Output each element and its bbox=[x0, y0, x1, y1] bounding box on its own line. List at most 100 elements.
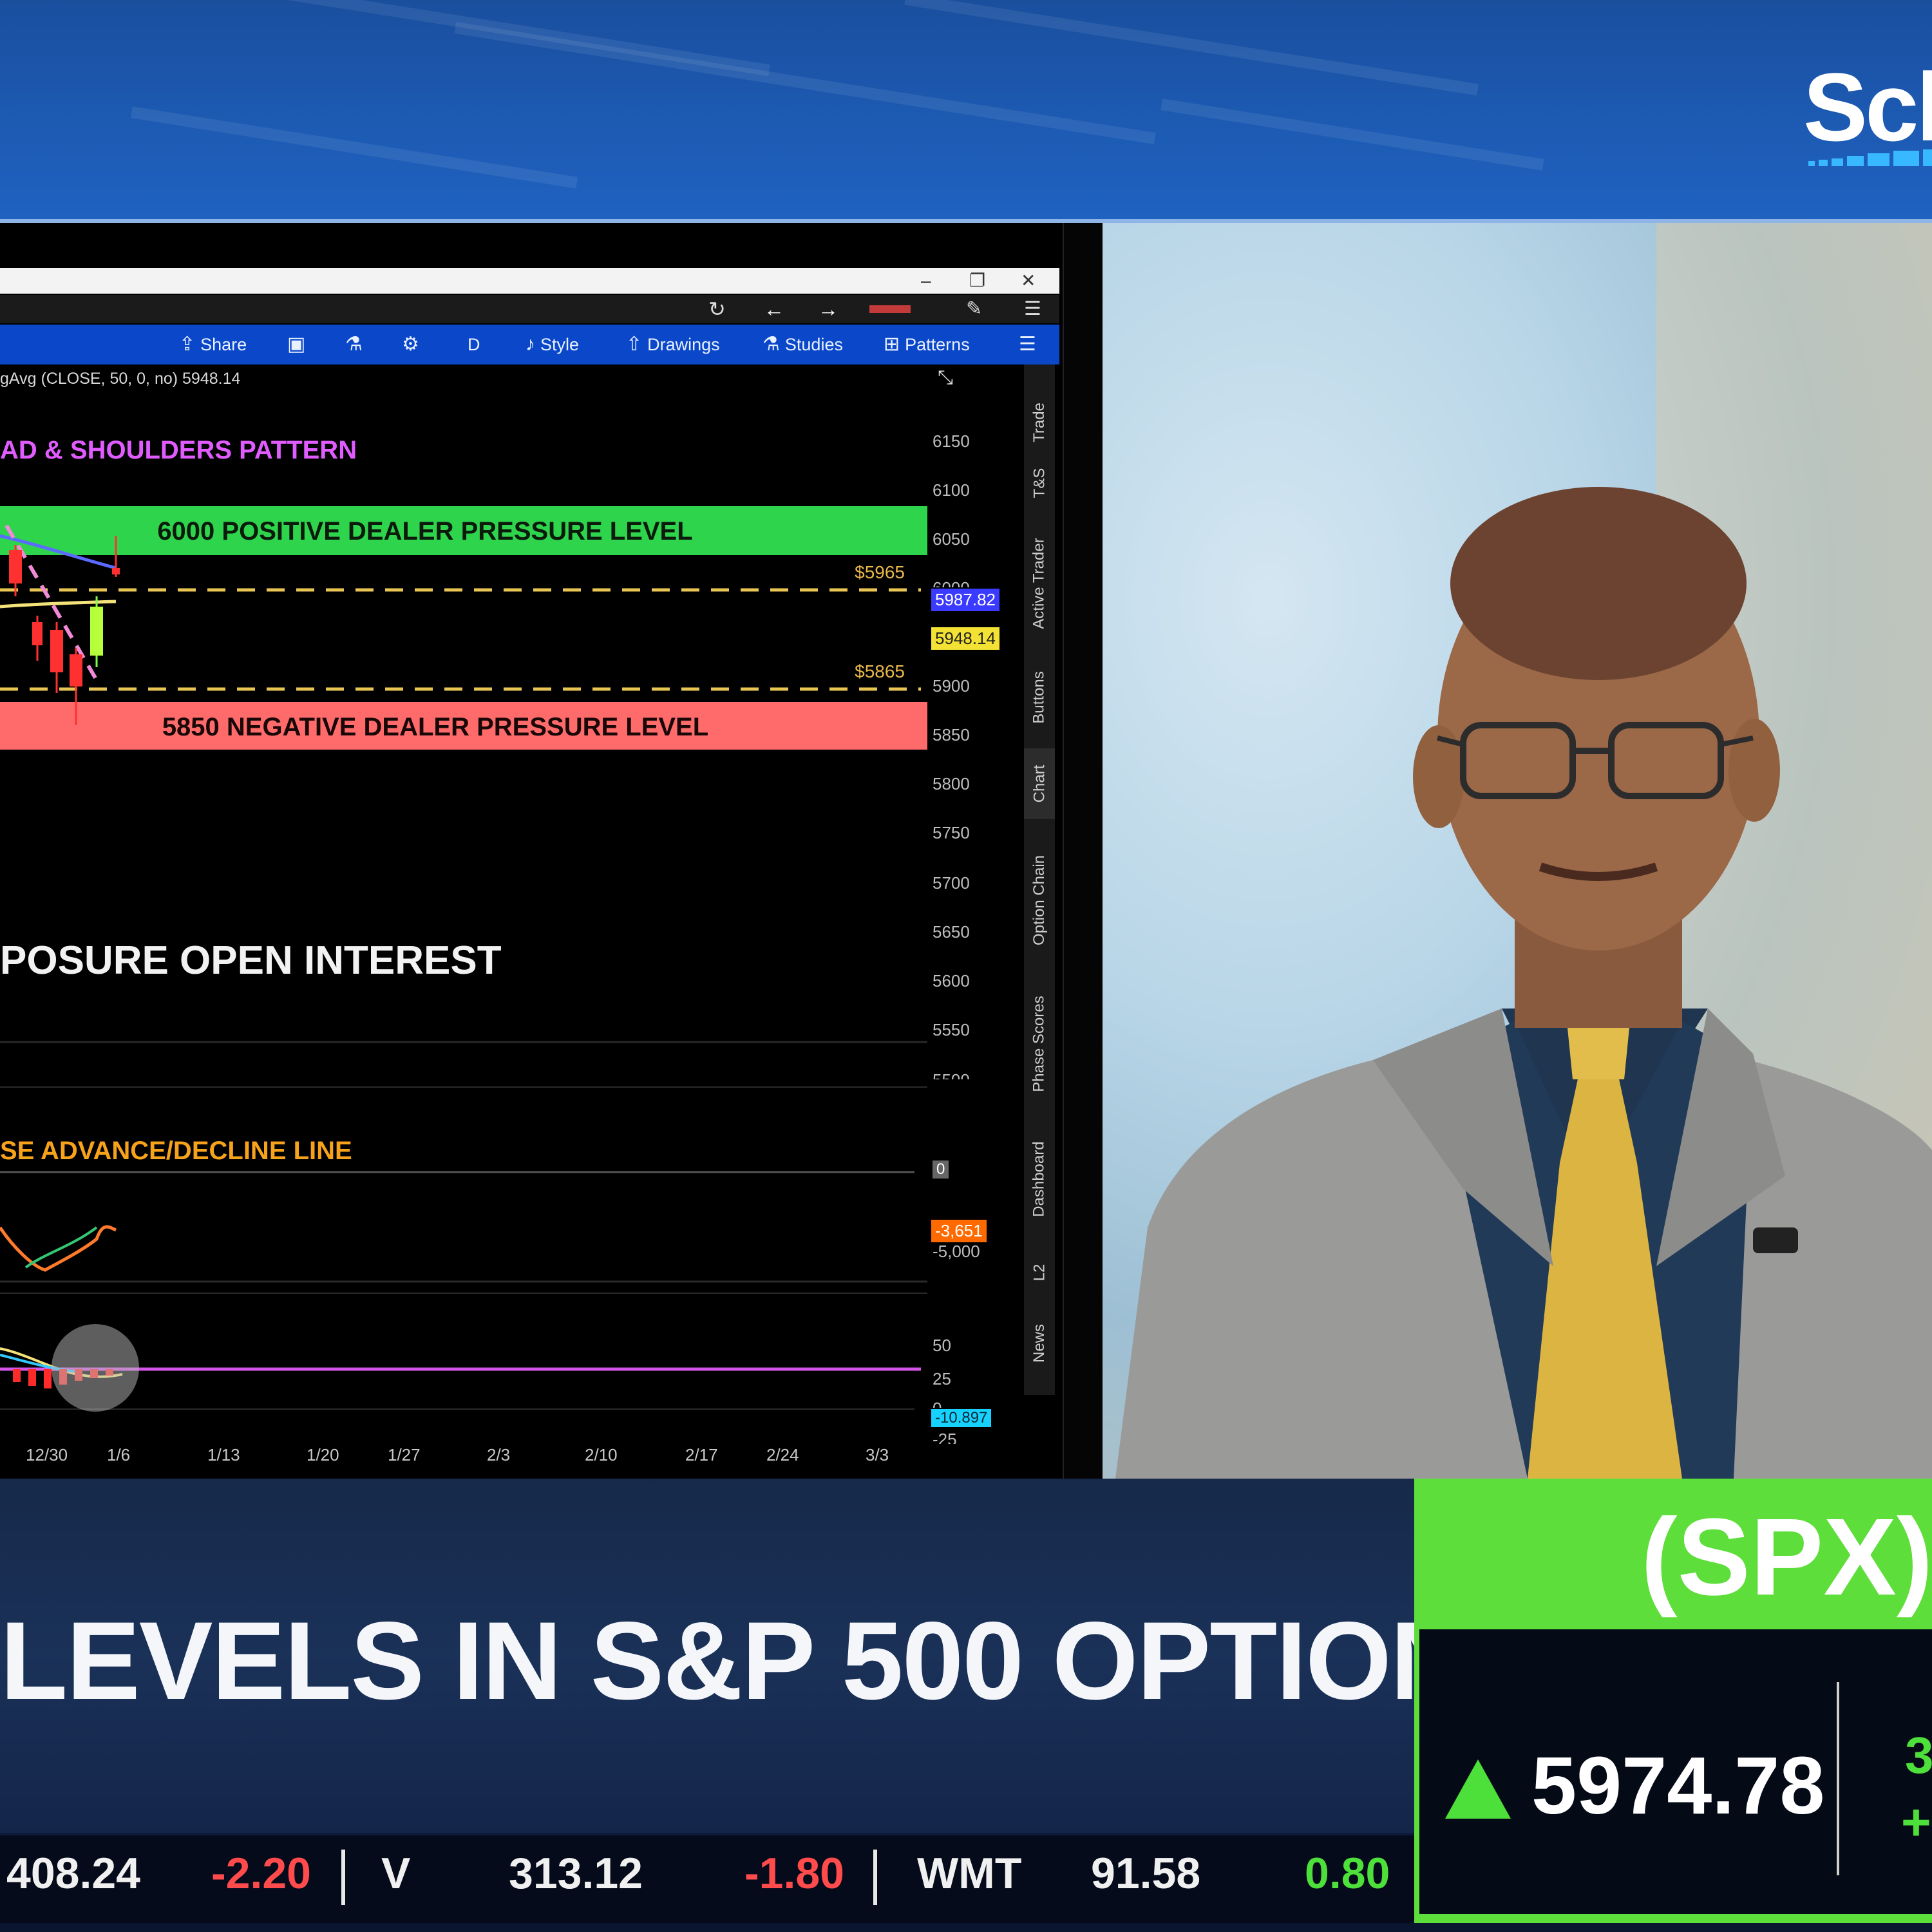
patterns-button[interactable]: ⊞ Patterns bbox=[884, 334, 970, 355]
date-tick: 12/30 bbox=[26, 1445, 68, 1464]
aggregation-button[interactable]: D bbox=[468, 335, 480, 354]
date-tick: 2/17 bbox=[685, 1445, 718, 1464]
positive-pressure-band bbox=[0, 506, 927, 555]
moving-average-line bbox=[0, 534, 117, 570]
ticker-separator bbox=[341, 1850, 345, 1905]
tab-dashboard[interactable]: Dashboard bbox=[1030, 1141, 1048, 1217]
date-tick: 1/6 bbox=[107, 1445, 131, 1464]
lower-third-panel bbox=[0, 1479, 1414, 1833]
ad-tick: -5,000 bbox=[933, 1242, 980, 1261]
price-tick: 5750 bbox=[933, 823, 970, 842]
link-color-icon[interactable] bbox=[869, 305, 911, 313]
price-tick: 5850 bbox=[933, 725, 970, 744]
tab-news[interactable]: News bbox=[1030, 1323, 1048, 1363]
restore-icon[interactable]: ❐ bbox=[969, 270, 986, 290]
ticker-price: 91.58 bbox=[1091, 1849, 1201, 1898]
refresh-icon[interactable]: ↻ bbox=[708, 298, 726, 321]
navigation-bar: ↻ ← → ✎ ☰ bbox=[0, 295, 1059, 323]
network-logo: Sch bbox=[1803, 53, 1932, 161]
presenter-video bbox=[1103, 223, 1932, 1479]
forward-arrow-icon[interactable]: → bbox=[818, 298, 838, 321]
style-button[interactable]: ♪ Style bbox=[526, 334, 580, 355]
ticker-symbol: WMT bbox=[917, 1849, 1022, 1898]
date-tick: 1/27 bbox=[388, 1445, 421, 1464]
negative-pressure-band bbox=[0, 702, 927, 750]
negative-level-label: 5850 NEGATIVE DEALER PRESSURE LEVEL bbox=[162, 713, 708, 741]
ad-line bbox=[0, 1225, 117, 1272]
share-button[interactable]: ⇪ Share bbox=[179, 334, 247, 355]
crosshair-icon[interactable]: ⤡ bbox=[938, 367, 953, 388]
ad-line-label: SE ADVANCE/DECLINE LINE bbox=[0, 1137, 352, 1165]
ad-zero-badge: 0 bbox=[933, 1160, 949, 1179]
menu-icon[interactable]: ☰ bbox=[1024, 298, 1041, 319]
price-tick: 5700 bbox=[933, 873, 970, 893]
close-icon[interactable]: ✕ bbox=[1021, 270, 1036, 290]
studies-icon: ⚗ bbox=[762, 334, 780, 355]
ticker-symbol: V bbox=[381, 1849, 411, 1898]
price-tick: 6100 bbox=[933, 480, 970, 500]
price-tick: 5550 bbox=[933, 1020, 970, 1039]
up-arrow-icon bbox=[1445, 1759, 1511, 1819]
date-tick: 2/10 bbox=[585, 1445, 618, 1464]
banner-divider bbox=[0, 219, 1932, 223]
logo-bars-icon bbox=[1808, 149, 1932, 166]
osc-tick: 50 bbox=[933, 1336, 951, 1355]
spx-header bbox=[1414, 1479, 1932, 1629]
settings-button[interactable]: ⚙ bbox=[402, 325, 424, 365]
price-axis: 6150 6100 6050 6000 5900 5850 5800 5750 … bbox=[927, 390, 1024, 1444]
toolbar-menu-button[interactable]: ☰ bbox=[1019, 325, 1041, 365]
spx-quote-box bbox=[1414, 1629, 1932, 1923]
tab-phase-scores[interactable]: Phase Scores bbox=[1030, 996, 1048, 1092]
ad-value-badge: -3,651 bbox=[931, 1220, 987, 1242]
ticker-change: -2.20 bbox=[211, 1849, 311, 1898]
date-tick: 2/3 bbox=[487, 1445, 511, 1464]
price-tick: 6050 bbox=[933, 529, 970, 549]
price-tick: 5500 bbox=[933, 1070, 970, 1079]
camera-icon: ▣ bbox=[287, 334, 306, 355]
flask-button[interactable]: ⚗ bbox=[345, 325, 368, 365]
price-chart-plot[interactable]: 6000 POSITIVE DEALER PRESSURE LEVEL 5850… bbox=[0, 390, 927, 1421]
price-tick: 6000 bbox=[933, 578, 970, 587]
moving-average-50 bbox=[0, 600, 117, 609]
tab-level-2[interactable]: L2 bbox=[1030, 1264, 1048, 1282]
back-arrow-icon[interactable]: ← bbox=[764, 298, 784, 321]
osc-badge: -10.897 bbox=[931, 1409, 992, 1427]
positive-level-label: 6000 POSITIVE DEALER PRESSURE LEVEL bbox=[157, 517, 692, 545]
upper-line-label: $5965 bbox=[855, 562, 905, 582]
price-tick: 5600 bbox=[933, 971, 970, 990]
tab-option-chain[interactable]: Option Chain bbox=[1030, 855, 1048, 946]
minimize-icon[interactable]: – bbox=[921, 270, 931, 290]
side-tab-panel: Trade T&S Active Trader Buttons Chart Op… bbox=[1024, 365, 1055, 1395]
study-label: gAvg (CLOSE, 50, 0, no) 5948.14 bbox=[0, 370, 241, 388]
price-tick: 6150 bbox=[933, 431, 970, 451]
osc-tick: 25 bbox=[933, 1369, 951, 1388]
ticker-separator bbox=[873, 1850, 877, 1905]
date-tick: 1/20 bbox=[307, 1445, 339, 1464]
snapshot-button[interactable]: ▣ bbox=[287, 325, 310, 365]
list-icon: ☰ bbox=[1019, 334, 1036, 355]
date-tick: 1/13 bbox=[207, 1445, 240, 1464]
ticker-change: -1.80 bbox=[744, 1849, 844, 1898]
bottom-strip bbox=[0, 1923, 1932, 1932]
headline-text: LEVELS IN S&P 500 OPTIONS bbox=[0, 1599, 1543, 1723]
price-tick: 5650 bbox=[933, 922, 970, 942]
date-tick: 3/3 bbox=[866, 1445, 889, 1464]
drawings-icon: ⇧ bbox=[626, 334, 643, 355]
window-title-bar: – ❐ ✕ bbox=[0, 268, 1059, 294]
candles bbox=[9, 536, 120, 725]
ad-average-line bbox=[24, 1226, 98, 1269]
studies-button[interactable]: ⚗ Studies bbox=[762, 334, 843, 355]
tab-chart[interactable]: Chart bbox=[1024, 748, 1055, 819]
pattern-label: AD & SHOULDERS PATTERN bbox=[0, 436, 357, 464]
price-tick: 5900 bbox=[933, 676, 970, 696]
tab-active-trader[interactable]: Active Trader bbox=[1030, 538, 1048, 629]
tab-time-and-sales[interactable]: T&S bbox=[1030, 468, 1048, 498]
drawings-button[interactable]: ⇧ Drawings bbox=[626, 334, 720, 355]
osc-tick: -25 bbox=[933, 1430, 957, 1444]
price-tick: 5800 bbox=[933, 774, 970, 793]
pin-icon[interactable]: ✎ bbox=[966, 298, 983, 319]
window-edge bbox=[1063, 223, 1104, 1479]
tab-buttons[interactable]: Buttons bbox=[1030, 671, 1048, 724]
patterns-icon: ⊞ bbox=[884, 334, 900, 355]
lower-line-label: $5865 bbox=[855, 661, 905, 681]
